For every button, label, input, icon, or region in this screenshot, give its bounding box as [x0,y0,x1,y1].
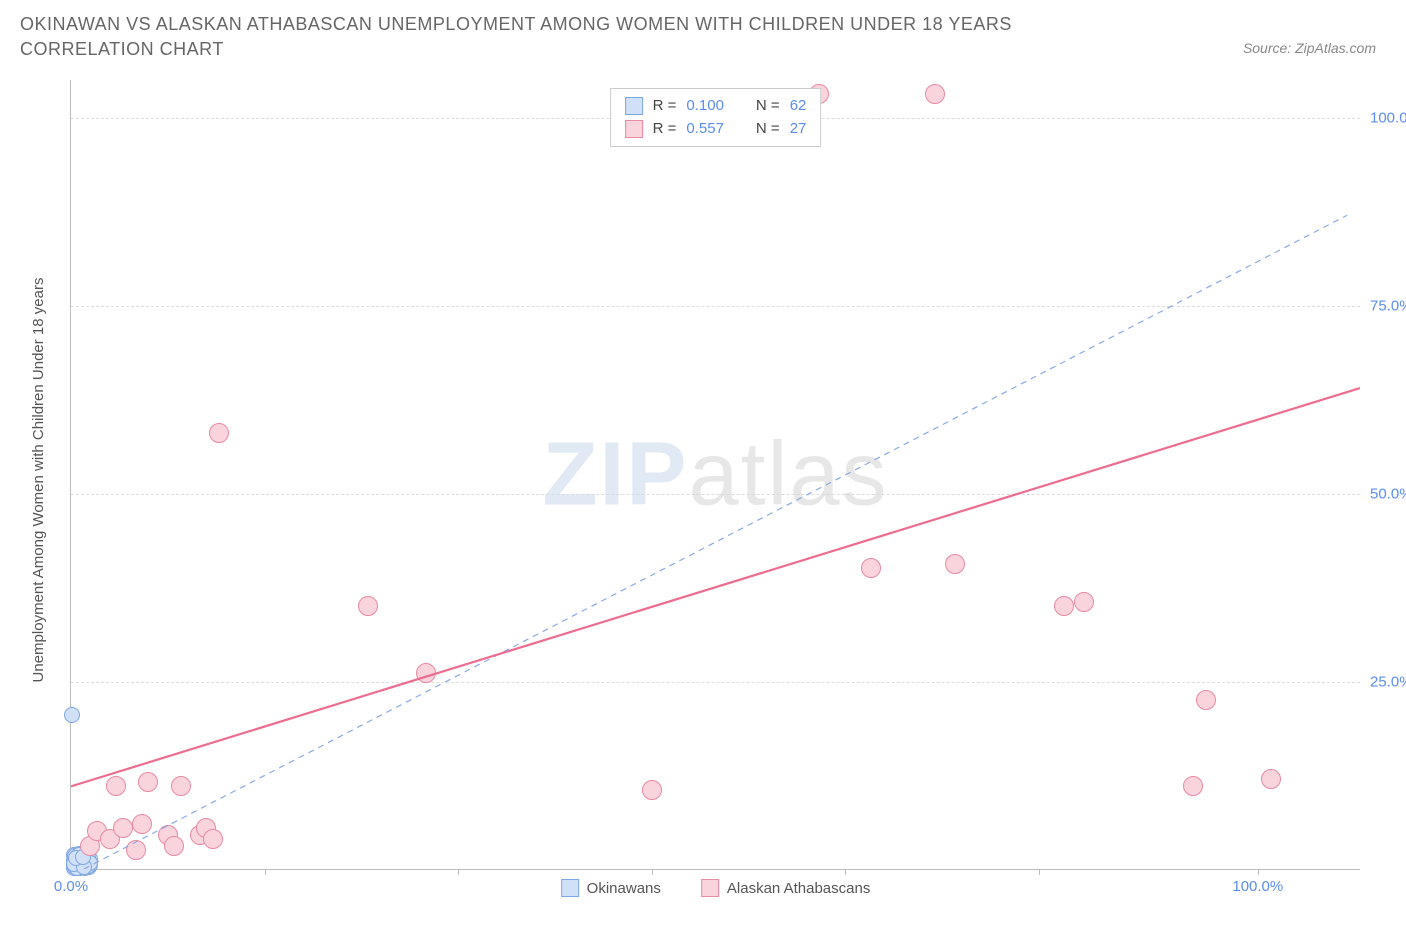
stats-row-athabascans: R = 0.557 N = 27 [625,118,807,141]
y-axis-label: Unemployment Among Women with Children U… [30,278,47,683]
stats-legend-box: R = 0.100 N = 62 R = 0.557 N = 27 [610,88,822,147]
stats-r-value: 0.557 [686,118,724,141]
scatter-point-athabascans [106,776,126,796]
stats-swatch-athabascans [625,120,643,138]
y-tick-label: 75.0% [1370,297,1406,314]
stats-row-okinawans: R = 0.100 N = 62 [625,95,807,118]
legend-swatch [701,879,719,897]
source-label: Source: ZipAtlas.com [1243,40,1376,56]
stats-r-value: 0.100 [686,95,724,118]
legend-item: Okinawans [561,879,661,897]
scatter-point-athabascans [945,554,965,574]
watermark-zip: ZIP [542,424,688,524]
stats-swatch-okinawans [625,97,643,115]
stats-n-label: N = [756,118,780,141]
legend-label: Okinawans [587,880,661,897]
legend-bottom: Okinawans Alaskan Athabascans [561,879,871,897]
y-tick-label: 50.0% [1370,485,1406,502]
legend-label: Alaskan Athabascans [727,880,870,897]
scatter-point-athabascans [1074,592,1094,612]
scatter-point-athabascans [126,840,146,860]
gridline-h [71,306,1360,307]
plot-region: ZIPatlas R =0.100N =62R =0.557N =27 Okin… [70,80,1360,870]
scatter-point-athabascans [171,776,191,796]
trend-line-athabascans [71,388,1360,786]
stats-r-label: R = [653,95,677,118]
scatter-point-athabascans [209,423,229,443]
legend-item: Alaskan Athabascans [701,879,870,897]
x-tick-mark [845,869,846,875]
stats-n-label: N = [756,95,780,118]
x-tick-label: 0.0% [54,878,88,895]
scatter-point-athabascans [113,818,133,838]
scatter-point-athabascans [642,780,662,800]
scatter-point-athabascans [1183,776,1203,796]
stats-n-value: 27 [790,118,807,141]
gridline-h [71,494,1360,495]
x-tick-mark [652,869,653,875]
trend-line-okinawans [84,215,1347,869]
scatter-point-athabascans [1261,769,1281,789]
scatter-point-athabascans [1054,596,1074,616]
stats-r-label: R = [653,118,677,141]
scatter-point-okinawans [64,707,80,723]
scatter-point-athabascans [925,84,945,104]
watermark: ZIPatlas [542,423,888,526]
legend-swatch [561,879,579,897]
x-tick-label: 100.0% [1232,878,1283,895]
scatter-point-athabascans [203,829,223,849]
x-tick-mark [265,869,266,875]
chart-area: Unemployment Among Women with Children U… [20,80,1386,900]
scatter-point-athabascans [132,814,152,834]
scatter-point-athabascans [164,836,184,856]
scatter-point-athabascans [1196,690,1216,710]
x-tick-mark [1039,869,1040,875]
gridline-h [71,682,1360,683]
scatter-point-athabascans [416,663,436,683]
scatter-point-athabascans [358,596,378,616]
y-tick-label: 25.0% [1370,673,1406,690]
x-tick-mark [458,869,459,875]
watermark-atlas: atlas [688,424,888,524]
scatter-point-athabascans [138,772,158,792]
chart-title: OKINAWAN VS ALASKAN ATHABASCAN UNEMPLOYM… [20,12,1120,62]
scatter-point-athabascans [861,558,881,578]
trend-lines [71,80,1360,869]
y-tick-label: 100.0% [1370,109,1406,126]
x-tick-mark [1258,869,1259,875]
stats-n-value: 62 [790,95,807,118]
